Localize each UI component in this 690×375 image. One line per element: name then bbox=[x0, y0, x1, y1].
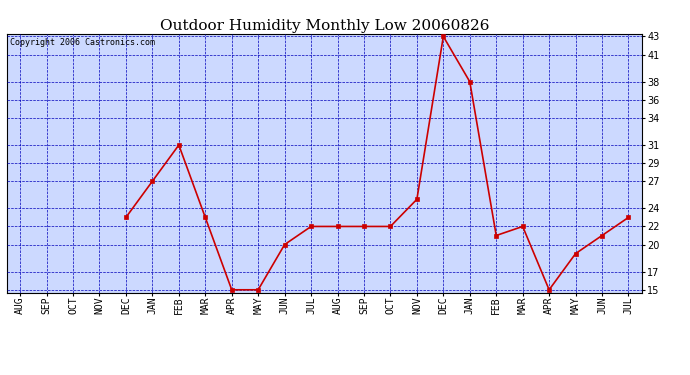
Text: Copyright 2006 Castronics.com: Copyright 2006 Castronics.com bbox=[10, 38, 155, 46]
Title: Outdoor Humidity Monthly Low 20060826: Outdoor Humidity Monthly Low 20060826 bbox=[159, 19, 489, 33]
